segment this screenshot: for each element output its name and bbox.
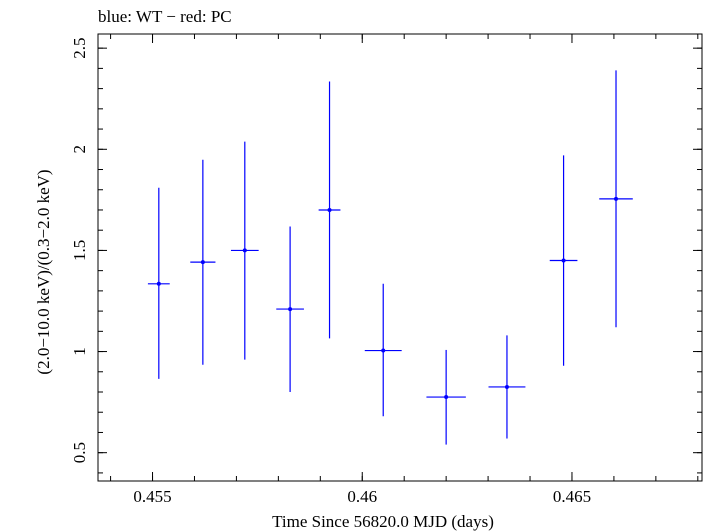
x-axis-label: Time Since 56820.0 MJD (days) bbox=[272, 512, 494, 531]
x-tick-label: 0.455 bbox=[133, 487, 171, 506]
data-point bbox=[599, 70, 633, 328]
axes: 0.455 0.46 0.465 0.5 1 1.5 2 2.5 bbox=[70, 34, 702, 506]
y-tick-label: 2.5 bbox=[70, 38, 89, 59]
point-marker bbox=[288, 307, 293, 312]
data-marks bbox=[147, 70, 633, 445]
data-point bbox=[147, 187, 170, 379]
y-tick-label: 1.5 bbox=[70, 240, 89, 261]
plot-frame bbox=[97, 33, 703, 482]
point-marker bbox=[200, 260, 205, 265]
data-point bbox=[364, 283, 402, 417]
point-marker bbox=[242, 248, 247, 253]
point-marker bbox=[444, 395, 449, 400]
y-axis-label: (2.0−10.0 keV)/(0.3−2.0 keV) bbox=[34, 169, 53, 374]
x-tick-label: 0.46 bbox=[347, 487, 377, 506]
y-tick-label: 2 bbox=[70, 145, 89, 154]
x-tick-label: 0.465 bbox=[553, 487, 591, 506]
point-marker bbox=[504, 384, 509, 389]
y-tick-label: 1 bbox=[70, 347, 89, 356]
point-marker bbox=[381, 348, 386, 353]
data-point bbox=[488, 335, 526, 439]
y-tick-label: 0.5 bbox=[70, 442, 89, 463]
point-marker bbox=[614, 196, 619, 201]
data-point bbox=[549, 155, 578, 366]
data-point bbox=[426, 349, 466, 445]
data-point bbox=[318, 81, 341, 339]
data-point bbox=[230, 141, 259, 360]
point-marker bbox=[327, 207, 332, 212]
point-marker bbox=[156, 281, 161, 286]
chart-title: blue: WT − red: PC bbox=[98, 7, 232, 26]
data-point bbox=[190, 159, 216, 365]
point-marker bbox=[561, 258, 566, 263]
data-point bbox=[276, 226, 304, 393]
